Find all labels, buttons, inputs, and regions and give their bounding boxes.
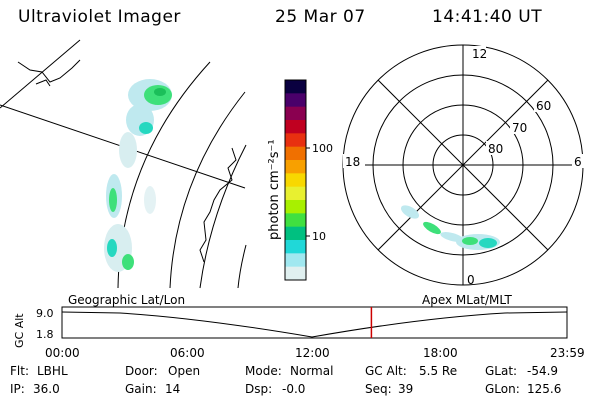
x-tick-2359: 23:59 [550, 346, 585, 360]
mode-label: Mode: [245, 364, 282, 378]
aurora-oval-geo [104, 79, 172, 272]
map-meridian-4 [199, 144, 247, 289]
glon-value: 125.6 [527, 382, 562, 396]
date-label: 25 Mar 07 [275, 7, 366, 27]
filter-value: LBHL [37, 364, 68, 378]
colorbar-swatch [285, 213, 306, 228]
colorbar-swatch [285, 160, 306, 174]
instrument-title: Ultraviolet Imager [18, 7, 181, 27]
coastline-east [199, 147, 237, 263]
colorbar-swatch [285, 240, 306, 254]
colorbar-swatch [285, 133, 306, 148]
colorbar-tick-label-100: 100 [312, 142, 333, 155]
gc-alt-value: 5.5 Re [419, 364, 458, 378]
time-label: 14:41:40 UT [432, 7, 543, 27]
colorbar-swatch [285, 266, 306, 281]
lat-label-80: 80 [488, 142, 503, 156]
gain-value: 14 [165, 382, 181, 396]
mlt-label-18: 18 [345, 155, 360, 169]
polar-diagonal-2 [377, 79, 549, 251]
mlt-label-12: 12 [472, 47, 487, 61]
colorbar-swatch [285, 106, 306, 121]
map-meridian-1 [0, 39, 81, 109]
door-value: Open [168, 364, 201, 378]
x-tick-1200: 12:00 [295, 346, 330, 360]
colorbar-swatch [285, 226, 306, 241]
coastline [17, 59, 237, 263]
colorbar-swatch [285, 186, 306, 201]
y-tick-1-8: 1.8 [36, 328, 54, 341]
gc-alt-label: GC Alt: [365, 364, 407, 378]
y-tick-9: 9.0 [36, 307, 54, 320]
mode-value: Normal [290, 364, 334, 378]
colorbar-unit-label: photon cm⁻²s⁻¹ [267, 139, 282, 240]
colorbar-frame [284, 79, 307, 281]
dsp-label: Dsp: [245, 382, 273, 396]
glat-label: GLat: [485, 364, 518, 378]
map-meridian-3 [169, 91, 246, 289]
colorbar-swatch [285, 93, 306, 108]
colorbar-tick-label-10: 10 [312, 230, 326, 243]
x-tick-1800: 18:00 [423, 346, 458, 360]
aurora-oval-polar [400, 205, 500, 250]
colorbar-swatch [285, 146, 306, 161]
mlt-label-0: 0 [467, 273, 475, 287]
colorbar-swatch [285, 173, 306, 188]
colorbar-swatch [285, 253, 306, 268]
dsp-value: -0.0 [282, 382, 306, 396]
ip-value: 36.0 [33, 382, 60, 396]
colorbar-swatch [285, 80, 306, 94]
lat-label-60: 60 [536, 99, 551, 113]
coastline-north [17, 59, 81, 87]
x-tick-0600: 06:00 [170, 346, 205, 360]
mlt-label-6: 6 [574, 155, 582, 169]
filter-label: Flt: [10, 364, 29, 378]
glon-label: GLon: [485, 382, 520, 396]
gc-alt-axis-label: GC Alt [13, 313, 26, 348]
colorbar-swatches [285, 80, 306, 281]
colorbar-swatch [285, 200, 306, 214]
gain-label: Gain: [125, 382, 157, 396]
map-meridian-5 [237, 244, 247, 289]
ip-label: IP: [10, 382, 25, 396]
lat-label-70: 70 [512, 121, 527, 135]
seq-label: Seq: [365, 382, 392, 396]
colorbar-swatch [285, 120, 306, 134]
seq-value: 39 [398, 382, 414, 396]
glat-value: -54.9 [527, 364, 559, 378]
door-label: Door: [125, 364, 158, 378]
gc-altitude-curve [61, 311, 568, 338]
timeline-frame [61, 306, 568, 339]
geo-caption: Geographic Lat/Lon [68, 293, 186, 307]
apex-caption: Apex MLat/MLT [422, 293, 512, 307]
x-tick-0000: 00:00 [45, 346, 80, 360]
